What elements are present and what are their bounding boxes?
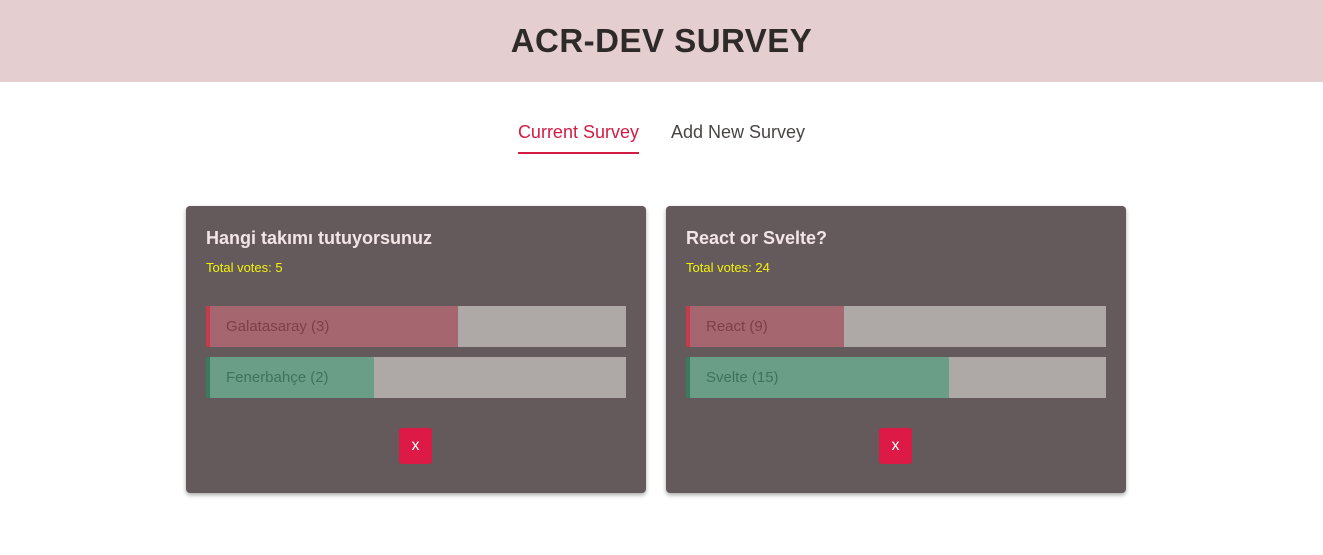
- total-votes: Total votes: 5: [206, 260, 283, 275]
- survey-card: Hangi takımı tutuyorsunuz Total votes: 5…: [186, 206, 646, 493]
- vote-option[interactable]: React (9): [686, 306, 1106, 347]
- vote-option-label: Svelte (15): [706, 369, 779, 386]
- survey-card: React or Svelte? Total votes: 24 React (…: [666, 206, 1126, 493]
- vote-option[interactable]: Fenerbahçe (2): [206, 357, 626, 398]
- delete-survey-button[interactable]: x: [399, 428, 432, 464]
- survey-options: Galatasaray (3) Fenerbahçe (2): [206, 306, 626, 408]
- vote-option[interactable]: Svelte (15): [686, 357, 1106, 398]
- tab-bar: Current Survey Add New Survey: [0, 122, 1323, 154]
- vote-option[interactable]: Galatasaray (3): [206, 306, 626, 347]
- vote-option-label: Fenerbahçe (2): [226, 369, 329, 386]
- delete-survey-button[interactable]: x: [879, 428, 912, 464]
- survey-options: React (9) Svelte (15): [686, 306, 1106, 408]
- survey-question: React or Svelte?: [686, 228, 828, 248]
- vote-bar-fill: [686, 357, 949, 398]
- tab-add-new-survey[interactable]: Add New Survey: [670, 122, 806, 142]
- app-title: ACR-DEV SURVEY: [510, 22, 813, 59]
- vote-option-label: React (9): [706, 318, 768, 335]
- tab-current-survey[interactable]: Current Survey: [517, 122, 639, 154]
- survey-list: Hangi takımı tutuyorsunuz Total votes: 5…: [186, 206, 1126, 493]
- vote-bar-fill: [686, 306, 844, 347]
- vote-option-label: Galatasaray (3): [226, 318, 330, 335]
- app-header: ACR-DEV SURVEY: [0, 0, 1323, 82]
- survey-question: Hangi takımı tutuyorsunuz: [206, 228, 433, 248]
- vote-bar-fill: [206, 306, 458, 347]
- total-votes: Total votes: 24: [686, 260, 770, 275]
- vote-bar-fill: [206, 357, 374, 398]
